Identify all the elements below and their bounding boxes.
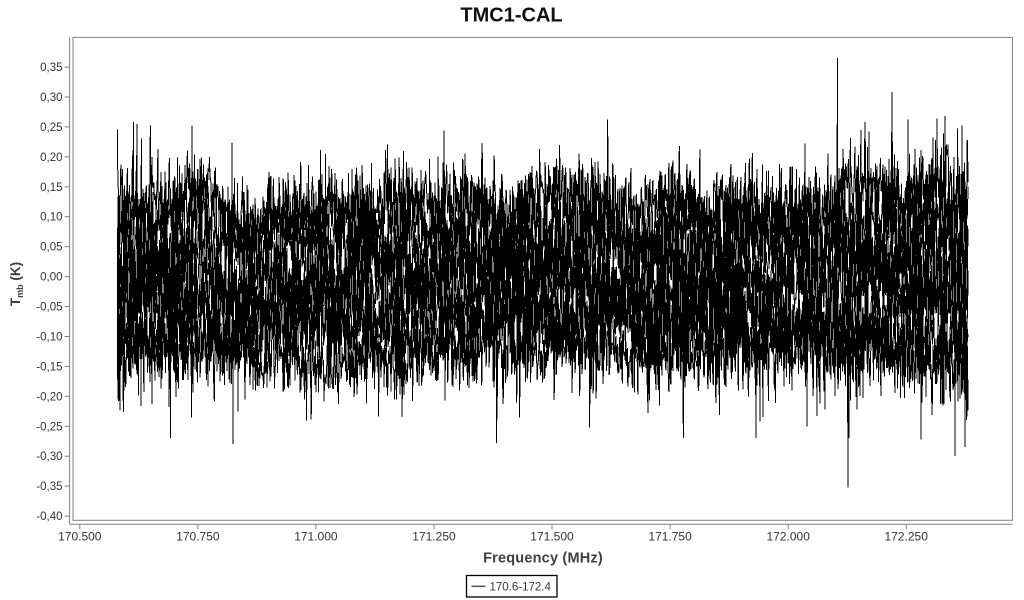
svg-text:172.250: 172.250: [885, 530, 929, 544]
svg-text:172.000: 172.000: [767, 530, 811, 544]
svg-text:171.750: 171.750: [648, 530, 692, 544]
svg-text:170.750: 170.750: [176, 530, 220, 544]
svg-text:Frequency (MHz): Frequency (MHz): [483, 551, 603, 567]
svg-text:-0,10: -0,10: [36, 332, 62, 344]
svg-text:0,25: 0,25: [40, 122, 62, 134]
svg-text:-0,05: -0,05: [36, 302, 62, 314]
svg-text:0,05: 0,05: [40, 242, 62, 254]
svg-text:171.000: 171.000: [294, 530, 338, 544]
svg-text:171.250: 171.250: [412, 530, 456, 544]
svg-text:-0,25: -0,25: [36, 421, 62, 433]
svg-text:-0,30: -0,30: [36, 451, 62, 463]
svg-text:-0,15: -0,15: [36, 361, 62, 373]
svg-text:TMC1-CAL: TMC1-CAL: [460, 5, 562, 27]
svg-text:171.500: 171.500: [530, 530, 574, 544]
svg-text:-0,20: -0,20: [36, 391, 62, 403]
svg-text:0,00: 0,00: [40, 272, 62, 284]
svg-text:0,10: 0,10: [40, 212, 62, 224]
svg-text:Tmb (K): Tmb (K): [8, 262, 25, 306]
svg-text:0,35: 0,35: [40, 62, 62, 74]
svg-text:0,15: 0,15: [40, 182, 62, 194]
svg-text:0,30: 0,30: [40, 92, 62, 104]
svg-text:170.6-172.4: 170.6-172.4: [490, 582, 552, 594]
svg-text:-0,40: -0,40: [36, 511, 62, 523]
svg-text:170.500: 170.500: [58, 530, 102, 544]
svg-text:0,20: 0,20: [40, 152, 62, 164]
svg-text:-0,35: -0,35: [36, 481, 62, 493]
